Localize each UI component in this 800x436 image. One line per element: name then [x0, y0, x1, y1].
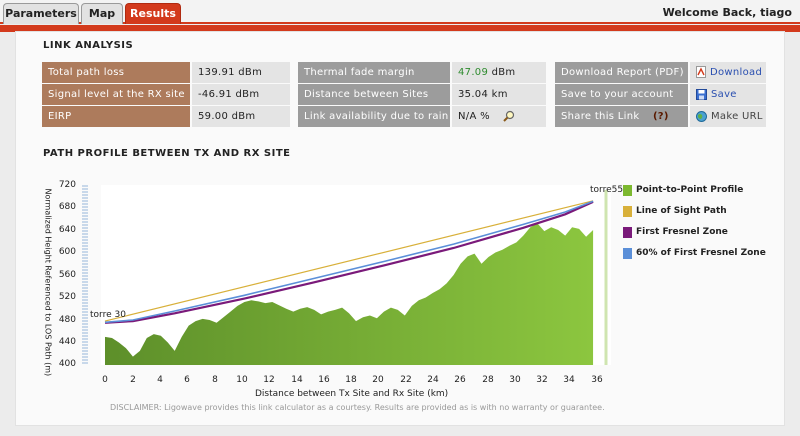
accent-bar: [0, 25, 800, 32]
y-tick: 480: [58, 315, 76, 325]
tab-results[interactable]: Results: [125, 3, 181, 24]
legend-label: First Fresnel Zone: [636, 227, 728, 237]
save-link[interactable]: Save: [711, 89, 737, 100]
download-link[interactable]: Download: [710, 67, 763, 78]
rain-availability-number: N/A %: [458, 111, 490, 122]
share-link-text: Share this Link: [561, 111, 640, 122]
distance-value: 35.04 km: [452, 84, 546, 105]
save-cell: Save: [690, 84, 766, 105]
y-tick: 680: [58, 202, 76, 212]
total-path-loss-value: 139.91 dBm: [192, 62, 290, 83]
eirp-value: 59.00 dBm: [192, 106, 290, 127]
y-tick: 520: [58, 292, 76, 302]
total-path-loss-label: Total path loss: [42, 62, 190, 83]
x-tick: 8: [212, 375, 218, 385]
y-tick: 560: [58, 270, 76, 280]
y-tick: 440: [58, 337, 76, 347]
make-url-cell: Make URL: [690, 106, 766, 127]
pdf-icon: [696, 66, 706, 78]
legend-item-fresnel60: 60% of First Fresnel Zone: [623, 248, 766, 259]
legend-label: Line of Sight Path: [636, 206, 727, 216]
y-axis-title-text: Normalized Height Referenced to LOS Path…: [43, 188, 53, 377]
top-tab-bar: Parameters Map Results Welcome Back, tia…: [0, 0, 800, 24]
thermal-fade-label: Thermal fade margin: [298, 62, 450, 83]
tab-map[interactable]: Map: [81, 3, 123, 24]
thermal-fade-value: 47.09 dBm: [452, 62, 546, 83]
x-tick: 12: [263, 375, 275, 385]
x-tick: 34: [563, 375, 575, 385]
y-tick: 400: [58, 359, 76, 369]
x-tick: 4: [157, 375, 163, 385]
download-report-label: Download Report (PDF): [555, 62, 688, 83]
profile-area: [105, 223, 594, 365]
eirp-label: EIRP: [42, 106, 190, 127]
magnifier-icon[interactable]: [503, 110, 515, 122]
x-tick: 26: [454, 375, 466, 385]
x-tick: 32: [536, 375, 548, 385]
tx-site-label: torre 30: [90, 310, 126, 320]
x-tick: 18: [345, 375, 357, 385]
rx-site-label: torre55: [590, 185, 624, 195]
path-profile-title: PATH PROFILE BETWEEN TX AND RX SITE: [43, 148, 291, 159]
x-axis-title: Distance between Tx Site and Rx Site (km…: [255, 389, 449, 399]
x-tick: 20: [372, 375, 384, 385]
x-tick: 30: [509, 375, 521, 385]
link-analysis-title: LINK ANALYSIS: [43, 40, 134, 51]
tab-parameters[interactable]: Parameters: [3, 3, 79, 24]
thermal-fade-unit: dBm: [491, 67, 516, 78]
x-tick: 0: [102, 375, 108, 385]
y-tick: 720: [58, 180, 76, 190]
y-tick: 640: [58, 225, 76, 235]
make-url-link[interactable]: Make URL: [711, 111, 763, 122]
rain-availability-value: N/A %: [452, 106, 546, 127]
signal-level-label: Signal level at the RX site: [42, 84, 190, 105]
x-tick: 2: [130, 375, 136, 385]
share-link-label: Share this Link (?): [555, 106, 688, 127]
save-account-label: Save to your account: [555, 84, 688, 105]
x-tick: 10: [236, 375, 248, 385]
legend-item-profile: Point-to-Point Profile: [623, 185, 744, 196]
x-tick: 16: [318, 375, 330, 385]
x-tick: 14: [291, 375, 303, 385]
line-of-sight-path: [104, 200, 594, 322]
x-tick: 28: [482, 375, 494, 385]
legend-swatch: [623, 248, 632, 259]
legend-swatch: [623, 227, 632, 238]
legend-item-los: Line of Sight Path: [623, 206, 727, 217]
signal-level-value: -46.91 dBm: [192, 84, 290, 105]
legend-swatch: [623, 185, 632, 196]
download-cell: Download: [690, 62, 766, 83]
save-icon: [696, 88, 707, 100]
x-tick: 22: [400, 375, 412, 385]
welcome-message: Welcome Back, tiago: [662, 6, 792, 19]
fresnel-60-line: [104, 200, 594, 324]
legend-swatch: [623, 206, 632, 217]
y-axis-title: Normalized Height Referenced to LOS Path…: [40, 188, 53, 377]
x-tick: 24: [427, 375, 439, 385]
globe-icon: [696, 110, 707, 122]
x-tick: 6: [184, 375, 190, 385]
legend-label: Point-to-Point Profile: [636, 185, 744, 195]
y-tick: 600: [58, 247, 76, 257]
legend-label: 60% of First Fresnel Zone: [636, 248, 766, 258]
legend-item-fresnel: First Fresnel Zone: [623, 227, 728, 238]
share-help-link[interactable]: (?): [652, 111, 669, 122]
first-fresnel-zone-line: [104, 200, 594, 324]
rain-availability-label: Link availability due to rain: [298, 106, 450, 127]
x-tick: 36: [591, 375, 603, 385]
disclaimer-text: DISCLAIMER: Ligowave provides this link …: [110, 403, 605, 412]
distance-label: Distance between Sites: [298, 84, 450, 105]
thermal-fade-number: 47.09: [458, 67, 489, 78]
